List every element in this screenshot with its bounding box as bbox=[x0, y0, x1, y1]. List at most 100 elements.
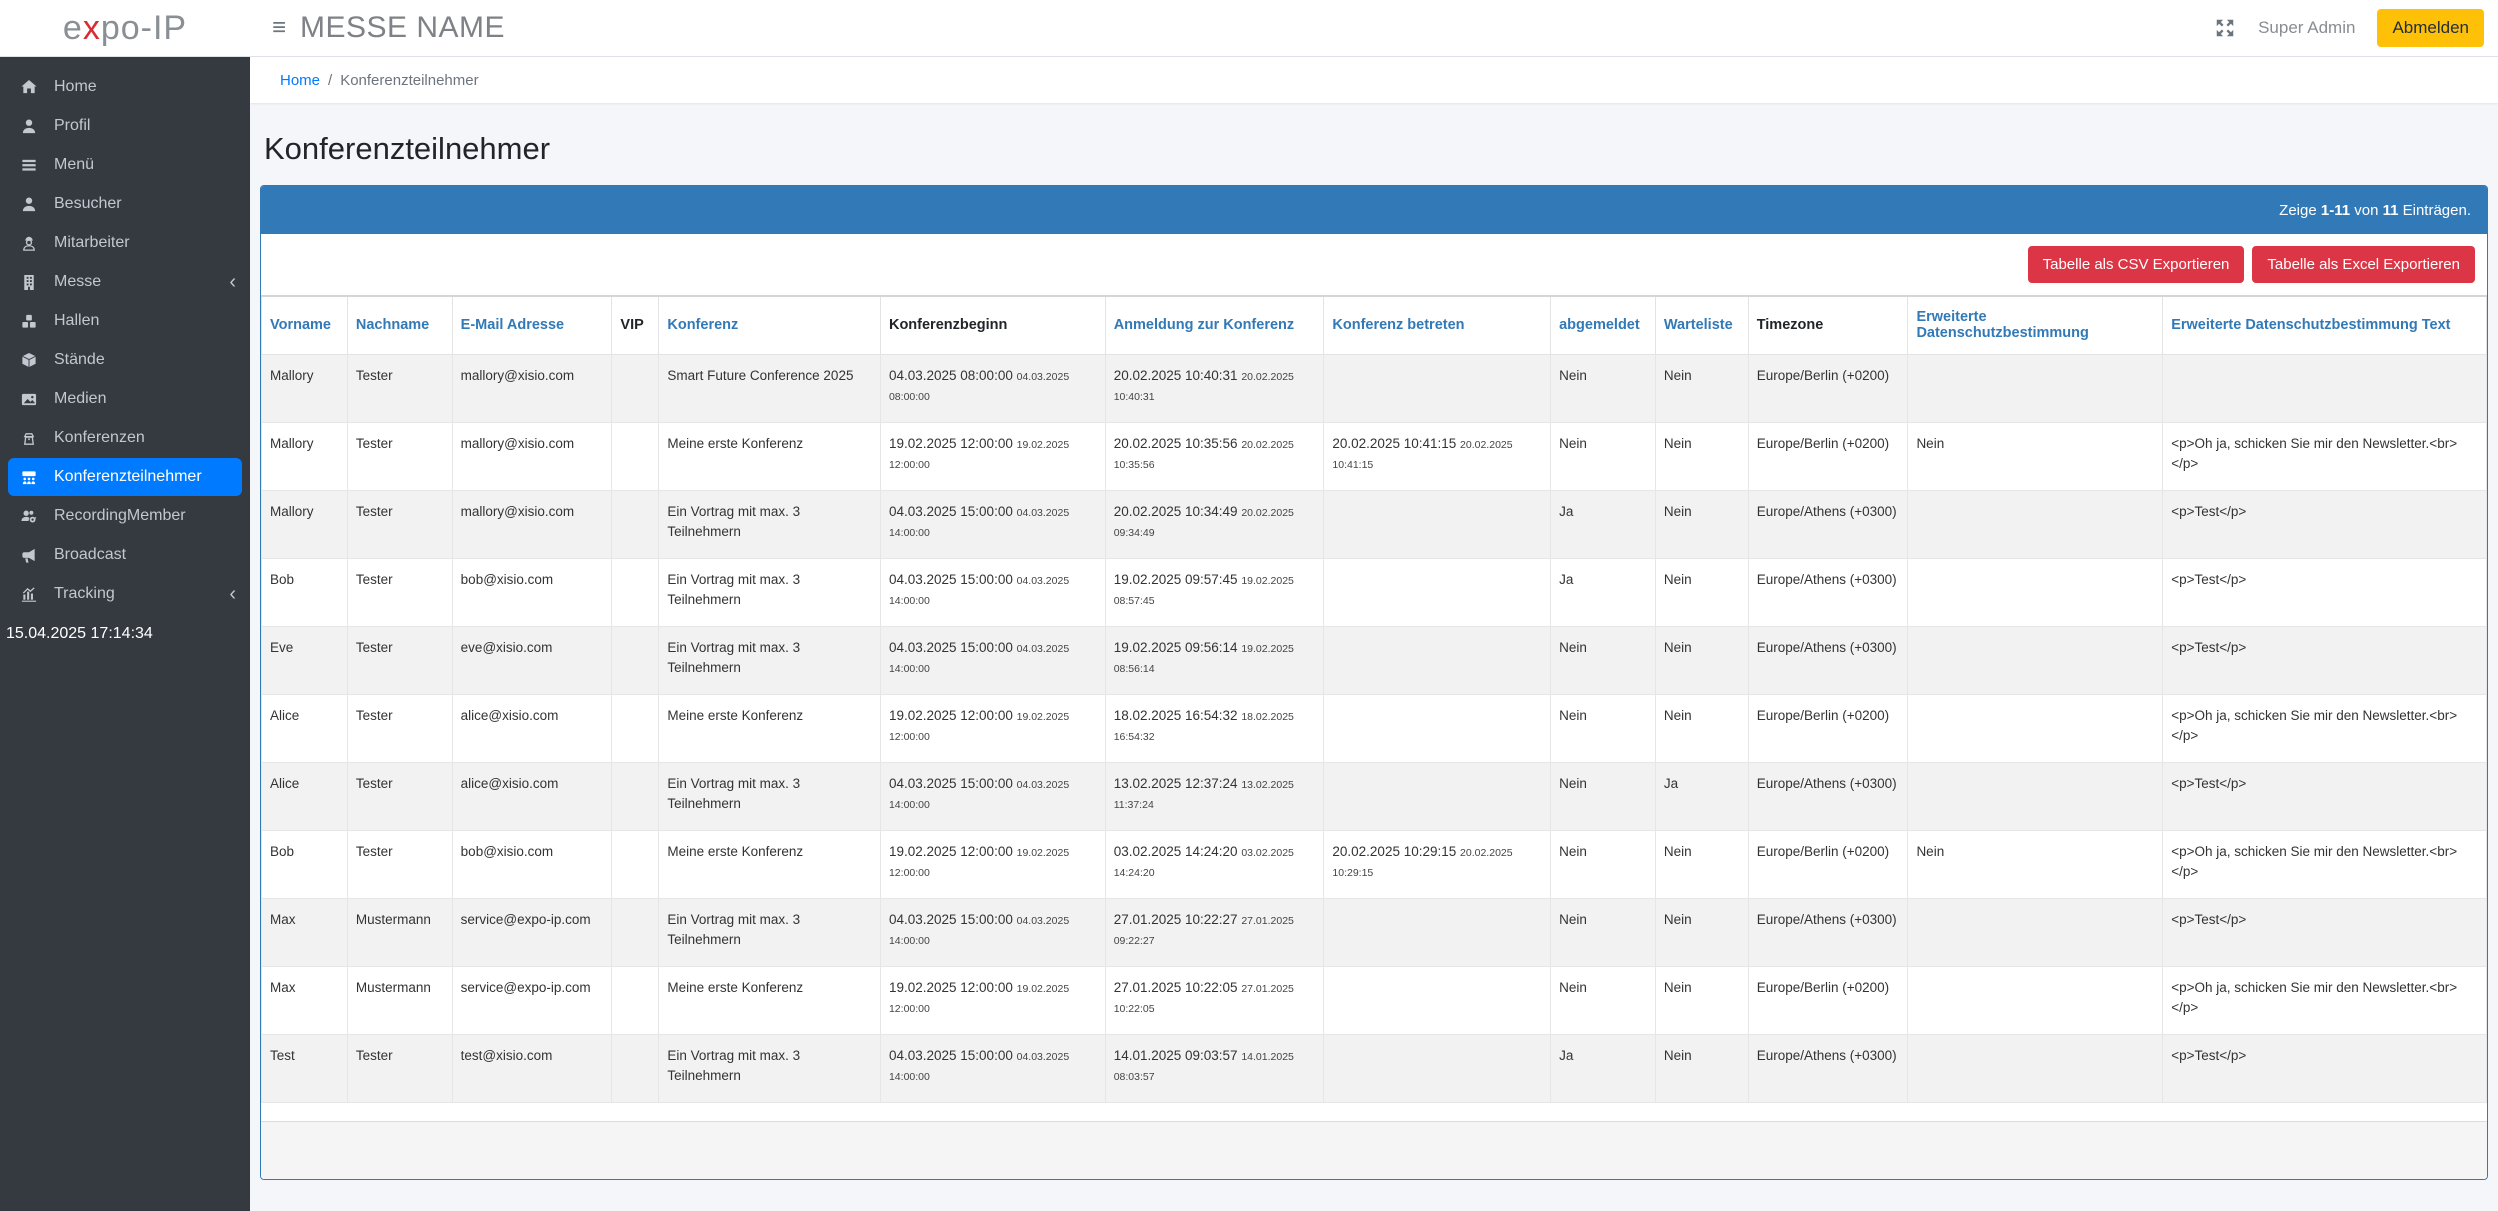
column-header-vorname[interactable]: Vorname bbox=[261, 295, 348, 355]
cell-vip bbox=[611, 693, 660, 763]
cell-nachname: Tester bbox=[346, 557, 453, 627]
cell-konferenz: Meine erste Konferenz bbox=[658, 965, 881, 1035]
cell-timezone: Europe/Athens (+0300) bbox=[1747, 1033, 1909, 1103]
cell-konferenz: Meine erste Konferenz bbox=[658, 421, 881, 491]
entries-summary: Zeige 1-11 von 11 Einträgen. bbox=[2279, 201, 2471, 219]
fullscreen-icon[interactable] bbox=[2214, 17, 2236, 39]
building-icon bbox=[18, 274, 40, 291]
cell-anmeldung: 19.02.2025 09:56:14 19.02.2025 08:56:14 bbox=[1104, 625, 1325, 695]
sidebar-item-recordingmember[interactable]: RecordingMember bbox=[0, 497, 250, 535]
sidebar-item-tracking[interactable]: Tracking ‹ bbox=[0, 575, 250, 613]
cell-dsbtext: <p>Test</p> bbox=[2162, 625, 2487, 695]
cell-timezone: Europe/Berlin (+0200) bbox=[1747, 693, 1909, 763]
top-header: expo-IP ≡ MESSE NAME Super Admin Abmelde… bbox=[0, 0, 2498, 57]
cell-dsb: Nein bbox=[1907, 829, 2164, 899]
column-header-konferenz[interactable]: Konferenz bbox=[658, 295, 881, 355]
cell-beginn: 04.03.2025 15:00:00 04.03.2025 14:00:00 bbox=[879, 897, 1106, 967]
cell-anmeldung: 27.01.2025 10:22:27 27.01.2025 09:22:27 bbox=[1104, 897, 1325, 967]
cell-email: mallory@xisio.com bbox=[451, 489, 613, 559]
cell-dsbtext bbox=[2162, 353, 2487, 423]
column-header-warteliste[interactable]: Warteliste bbox=[1654, 295, 1749, 355]
sidebar-item-hallen[interactable]: Hallen bbox=[0, 302, 250, 340]
table-row: Alice Tester alice@xisio.com Ein Vortrag mi… bbox=[261, 761, 2487, 831]
cell-warteliste: Nein bbox=[1654, 489, 1749, 559]
breadcrumb-home-link[interactable]: Home bbox=[280, 71, 321, 89]
user-icon bbox=[18, 118, 40, 135]
column-header-dsbtext[interactable]: Erweiterte Datenschutzbestimmung Text bbox=[2162, 295, 2487, 355]
breadcrumb: Home / Konferenzteilnehmer bbox=[250, 57, 2498, 103]
cell-beginn: 04.03.2025 15:00:00 04.03.2025 14:00:00 bbox=[879, 1033, 1106, 1103]
cell-abgemeldet: Nein bbox=[1550, 897, 1656, 967]
sidebar-item-mitarbeiter[interactable]: Mitarbeiter bbox=[0, 224, 250, 262]
menu-icon bbox=[18, 157, 40, 174]
sidebar-item-men-[interactable]: Menü bbox=[0, 146, 250, 184]
cell-anmeldung: 18.02.2025 16:54:32 18.02.2025 16:54:32 bbox=[1104, 693, 1325, 763]
column-header-email[interactable]: E-Mail Adresse bbox=[451, 295, 613, 355]
cell-nachname: Tester bbox=[346, 829, 453, 899]
export-excel-button[interactable]: Tabelle als Excel Exportieren bbox=[2252, 246, 2475, 283]
column-header-dsb[interactable]: Erweiterte Datenschutzbestimmung bbox=[1907, 295, 2164, 355]
cell-vorname: Mallory bbox=[261, 353, 348, 423]
cell-vip bbox=[611, 1033, 660, 1103]
cell-vorname: Bob bbox=[261, 557, 348, 627]
cell-betreten bbox=[1323, 625, 1552, 695]
cell-vorname: Mallory bbox=[261, 489, 348, 559]
cell-timezone: Europe/Athens (+0300) bbox=[1747, 761, 1909, 831]
image-icon bbox=[18, 391, 40, 408]
cell-anmeldung: 20.02.2025 10:40:31 20.02.2025 10:40:31 bbox=[1104, 353, 1325, 423]
cell-betreten bbox=[1323, 761, 1552, 831]
cell-konferenz: Meine erste Konferenz bbox=[658, 829, 881, 899]
sidebar-item-label: RecordingMember bbox=[54, 507, 186, 524]
sidebar-item-label: Konferenzen bbox=[54, 429, 145, 446]
cell-timezone: Europe/Berlin (+0200) bbox=[1747, 421, 1909, 491]
podium-icon bbox=[18, 430, 40, 447]
box-icon bbox=[18, 352, 40, 369]
cell-vorname: Alice bbox=[261, 693, 348, 763]
sidebar-item-medien[interactable]: Medien bbox=[0, 380, 250, 418]
column-header-anmeldung[interactable]: Anmeldung zur Konferenz bbox=[1104, 295, 1325, 355]
cell-dsbtext: <p>Oh ja, schicken Sie mir den Newslette… bbox=[2162, 829, 2487, 899]
sidebar-item-profil[interactable]: Profil bbox=[0, 107, 250, 145]
table-row: Bob Tester bob@xisio.com Ein Vortrag mit ma… bbox=[261, 557, 2487, 627]
table-row: Mallory Tester mallory@xisio.com Meine erst… bbox=[261, 421, 2487, 491]
cell-vip bbox=[611, 965, 660, 1035]
column-header-abgemeldet[interactable]: abgemeldet bbox=[1550, 295, 1656, 355]
cell-abgemeldet: Nein bbox=[1550, 965, 1656, 1035]
sidebar-item-st-nde[interactable]: Stände bbox=[0, 341, 250, 379]
cell-anmeldung: 20.02.2025 10:34:49 20.02.2025 09:34:49 bbox=[1104, 489, 1325, 559]
users-gear-icon bbox=[18, 508, 40, 525]
sidebar-toggle-icon[interactable]: ≡ bbox=[272, 14, 287, 41]
sidebar-item-messe[interactable]: Messe ‹ bbox=[0, 263, 250, 301]
sidebar-item-konferenzen[interactable]: Konferenzen bbox=[0, 419, 250, 457]
cell-beginn: 19.02.2025 12:00:00 19.02.2025 12:00:00 bbox=[879, 829, 1106, 899]
cell-dsb bbox=[1907, 693, 2164, 763]
sidebar-item-label: Home bbox=[54, 78, 97, 95]
cell-betreten bbox=[1323, 353, 1552, 423]
cell-vip bbox=[611, 489, 660, 559]
sidebar-item-konferenzteilnehmer[interactable]: Konferenzteilnehmer bbox=[8, 458, 242, 496]
cell-konferenz: Ein Vortrag mit max. 3 Teilnehmern bbox=[658, 625, 881, 695]
sidebar-item-home[interactable]: Home bbox=[0, 68, 250, 106]
cell-email: service@expo-ip.com bbox=[451, 965, 613, 1035]
app-logo[interactable]: expo-IP bbox=[0, 0, 250, 56]
sidebar-item-broadcast[interactable]: Broadcast bbox=[0, 536, 250, 574]
column-header-vip: VIP bbox=[611, 295, 660, 355]
cell-beginn: 04.03.2025 15:00:00 04.03.2025 14:00:00 bbox=[879, 761, 1106, 831]
cell-warteliste: Nein bbox=[1654, 897, 1749, 967]
participants-table: Vorname Nachname E-Mail Adresse VIP Konferen… bbox=[261, 295, 2487, 1103]
export-csv-button[interactable]: Tabelle als CSV Exportieren bbox=[2027, 246, 2245, 283]
column-header-betreten[interactable]: Konferenz betreten bbox=[1323, 295, 1552, 355]
logout-button[interactable]: Abmelden bbox=[2377, 9, 2484, 47]
cell-warteliste: Nein bbox=[1654, 625, 1749, 695]
cell-email: bob@xisio.com bbox=[451, 557, 613, 627]
sidebar-item-besucher[interactable]: Besucher bbox=[0, 185, 250, 223]
cell-dsb bbox=[1907, 489, 2164, 559]
cell-konferenz: Smart Future Conference 2025 bbox=[658, 353, 881, 423]
cell-dsb: Nein bbox=[1907, 421, 2164, 491]
column-header-nachname[interactable]: Nachname bbox=[346, 295, 453, 355]
cell-konferenz: Meine erste Konferenz bbox=[658, 693, 881, 763]
cell-vip bbox=[611, 897, 660, 967]
cubes-icon bbox=[18, 313, 40, 330]
logo-text: expo-IP bbox=[62, 8, 188, 47]
cell-dsbtext: <p>Test</p> bbox=[2162, 761, 2487, 831]
